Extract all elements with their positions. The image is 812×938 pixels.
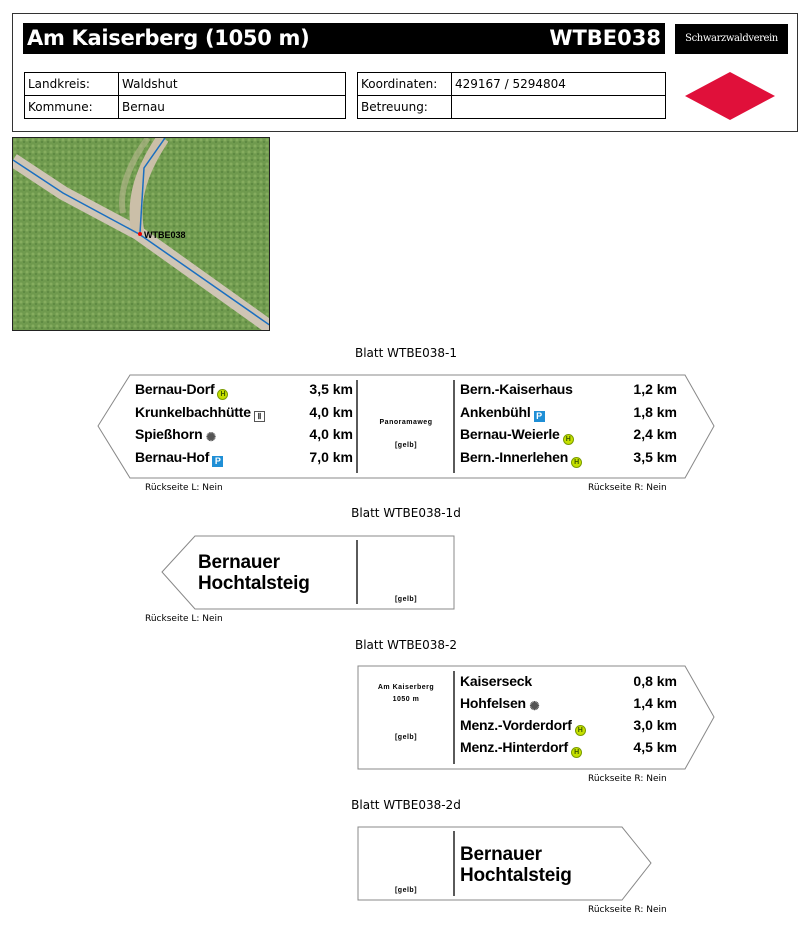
schwarzwaldverein-logo: Schwarzwaldverein: [675, 24, 788, 54]
distance: 3,5 km: [633, 448, 677, 465]
destination: Hohfelsen ✺: [460, 695, 540, 713]
distance: 2,4 km: [633, 426, 677, 442]
route-color: [gelb]: [394, 596, 418, 603]
koordinaten-label: Koordinaten:: [357, 72, 452, 96]
bus-stop-icon: H: [574, 725, 586, 736]
location-name: Am Kaiserberg: [377, 684, 435, 691]
sign-title: Blatt WTBE038-2d: [351, 798, 461, 812]
destination: Kaiserseck: [460, 673, 532, 689]
distance: 0,8 km: [633, 673, 677, 689]
sign-1-left-distances: 3,5 km 4,0 km 4,0 km 7,0 km: [273, 381, 353, 471]
trail-name-line1: Bernauer: [198, 552, 280, 573]
bus-stop-icon: H: [571, 456, 583, 468]
kommune-value: Bernau: [118, 95, 346, 119]
sign-1-right-distances: 1,2 km 1,8 km 2,4 km 3,5 km: [597, 381, 677, 471]
page-title: Am Kaiserberg (1050 m): [27, 26, 310, 50]
restaurant-icon: Ⅱ: [253, 410, 265, 422]
route-color: [gelb]: [394, 887, 418, 894]
trail-name-line2: Hochtalsteig: [460, 865, 572, 886]
parking-icon: P: [212, 455, 224, 467]
distance: 4,5 km: [633, 739, 677, 755]
distance: 3,5 km: [309, 381, 353, 397]
destination: Bernau-Weierle H: [460, 426, 582, 449]
trail-name-line2: Hochtalsteig: [198, 573, 310, 594]
back-side-right: Rückseite R: Nein: [588, 905, 667, 915]
route-line: [13, 159, 269, 326]
distance: 1,2 km: [633, 381, 677, 397]
header-box: [12, 13, 798, 132]
landkreis-value: Waldshut: [118, 72, 346, 96]
destination: Ankenbühl P: [460, 404, 582, 427]
destination: Spießhorn ✺: [135, 426, 216, 444]
kommune-label: Kommune:: [24, 95, 119, 119]
betreuung-value: [451, 95, 666, 119]
distance: 4,0 km: [309, 403, 353, 420]
destination: Bernau-Dorf H: [135, 381, 265, 404]
destination: Bern.-Innerlehen H: [460, 449, 583, 472]
sign-2-destinations: Kaiserseck Hohfelsen ✺ Menz.-Vorderdorf H …: [460, 673, 586, 761]
sign-1-right-destinations: Bern.-Kaiserhaus Ankenbühl P Bernau-Weier…: [460, 381, 583, 472]
route-name: Panoramaweg: [379, 419, 433, 426]
betreuung-label: Betreuung:: [357, 95, 452, 119]
viewpoint-icon: ✺: [205, 430, 216, 444]
coordinates-table: Koordinaten: 429167 / 5294804 Betreuung:: [357, 72, 666, 119]
location-table: Landkreis: Waldshut Kommune: Bernau: [24, 72, 346, 119]
location-elevation: 1050 m: [392, 696, 420, 703]
sign-title: Blatt WTBE038-1d: [351, 506, 461, 520]
sign-title: Blatt WTBE038-1: [354, 346, 458, 360]
parking-icon: P: [533, 410, 545, 422]
destination: Menz.-Vorderdorf H: [460, 717, 586, 739]
distance: 1,8 km: [633, 403, 677, 420]
distance: 7,0 km: [309, 448, 353, 465]
destination: Bernau-Hof P: [135, 449, 265, 472]
distance: 4,0 km: [309, 426, 353, 442]
koordinaten-value: 429167 / 5294804: [451, 72, 666, 96]
map-marker-label: WTBE038: [144, 230, 186, 240]
back-side-left: Rückseite L: Nein: [145, 614, 223, 624]
back-side-right: Rückseite R: Nein: [588, 483, 667, 493]
back-side-left: Rückseite L: Nein: [145, 483, 223, 493]
sign-title: Blatt WTBE038-2: [354, 638, 458, 652]
route-color: [gelb]: [394, 734, 418, 741]
landkreis-label: Landkreis:: [24, 72, 119, 96]
back-side-right: Rückseite R: Nein: [588, 774, 667, 784]
aerial-map[interactable]: WTBE038: [12, 137, 270, 331]
title-bar: Am Kaiserberg (1050 m) WTBE038: [23, 23, 665, 54]
sign-1-left-destinations: Bernau-Dorf H Krunkelbachhütte Ⅱ Spießhorn…: [135, 381, 265, 471]
signpost-id: WTBE038: [549, 26, 661, 50]
signpost-marker-icon: [138, 232, 142, 236]
destination: Bern.-Kaiserhaus: [460, 381, 573, 397]
destination: Krunkelbachhütte Ⅱ: [135, 404, 265, 427]
trail-name-line1: Bernauer: [460, 844, 542, 865]
bus-stop-icon: H: [217, 389, 229, 400]
distance: 1,4 km: [633, 695, 677, 711]
bus-stop-icon: H: [571, 747, 583, 758]
route-color: [gelb]: [394, 442, 418, 449]
destination: Menz.-Hinterdorf H: [460, 739, 586, 761]
sign-2-distances: 0,8 km 1,4 km 3,0 km 4,5 km: [597, 673, 677, 761]
viewpoint-icon: ✺: [529, 699, 540, 713]
distance: 3,0 km: [633, 717, 677, 733]
trail-marker-diamond-icon: [685, 72, 775, 120]
bus-stop-icon: H: [562, 434, 574, 445]
